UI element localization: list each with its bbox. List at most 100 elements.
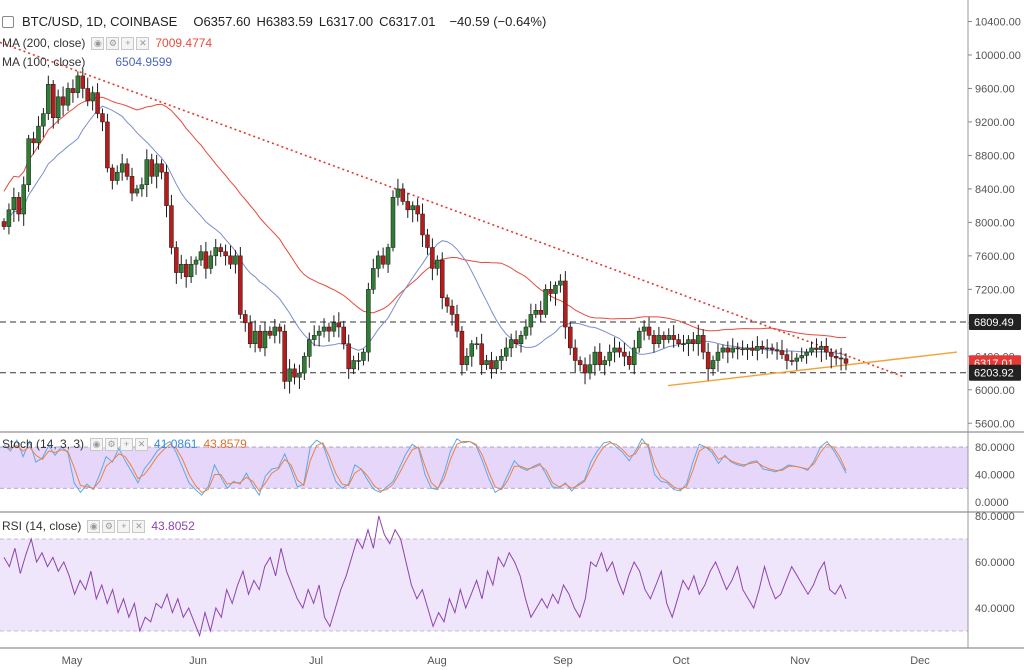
price-tick-label: 8400.00 [975, 184, 1015, 196]
candle-body [366, 289, 371, 353]
candle-body [16, 197, 22, 215]
candle-body [592, 351, 598, 365]
candle-body [46, 84, 51, 114]
collapse-icon[interactable] [2, 15, 14, 28]
add-icon[interactable]: + [121, 36, 135, 50]
rsi-label: RSI (14, close) [2, 519, 82, 533]
candle-body [553, 284, 558, 294]
candle-body [789, 360, 795, 362]
price-tick-label: 7200.00 [975, 284, 1015, 296]
candle-body [351, 360, 356, 370]
candle-body [110, 167, 115, 181]
candle-body [311, 335, 317, 340]
candle-body [257, 330, 263, 349]
time-tick-label: Dec [910, 655, 930, 667]
resistance-trendline [0, 41, 906, 378]
candle-body [430, 247, 435, 269]
candle-body [361, 351, 366, 361]
candle-body [144, 159, 150, 185]
candle-body [65, 88, 71, 106]
candle-body [375, 255, 381, 269]
stoch-legend[interactable]: Stoch (14, 3, 3) ◉ ⚙ + ✕ 41.0861 43.8579 [2, 437, 247, 451]
candle-body [494, 360, 499, 370]
candle-body [794, 357, 800, 362]
ma100-legend[interactable]: MA (100, close) 6504.9599 [2, 55, 172, 69]
candle-body [597, 351, 603, 365]
candle-body [31, 138, 36, 144]
candle-body [686, 339, 691, 344]
ma200-legend[interactable]: MA (200, close) ◉ ⚙ + ✕ 7009.4774 [2, 36, 212, 50]
candle-body [582, 364, 588, 374]
candle-body [228, 255, 233, 265]
candle-body [705, 351, 711, 370]
candle-body [252, 330, 258, 344]
settings-icon[interactable]: ⚙ [106, 36, 120, 50]
close-icon[interactable]: ✕ [132, 519, 146, 533]
candle-body [208, 255, 214, 269]
price-tick-label: 8800.00 [975, 150, 1015, 162]
eye-icon[interactable]: ◉ [91, 36, 105, 50]
close-icon[interactable]: ✕ [135, 437, 149, 451]
candle-body [262, 330, 268, 349]
rsi-band [0, 539, 968, 631]
candle-body [508, 339, 514, 349]
candle-body [715, 351, 721, 361]
candle-body [828, 351, 834, 357]
candle-body [307, 339, 312, 357]
candle-body [824, 346, 829, 353]
candle-body [1, 221, 7, 227]
time-tick-label: Aug [427, 655, 447, 667]
stoch-d-value: 43.8579 [203, 437, 247, 451]
candle-body [838, 357, 844, 360]
symbol-legend: BTC/USD, 1D, COINBASE O6357.60 H6383.59 … [2, 14, 546, 29]
time-tick-label: Sep [553, 655, 573, 667]
close-icon[interactable]: ✕ [136, 36, 150, 50]
stoch-band [0, 447, 968, 489]
candle-body [26, 138, 31, 185]
ma200-line [3, 96, 847, 339]
candle-body [149, 159, 154, 177]
rsi-value: 43.8052 [151, 519, 195, 533]
stoch-d-line [3, 441, 847, 494]
settings-icon[interactable]: ⚙ [105, 437, 119, 451]
candle-body [587, 364, 593, 374]
candle-body [11, 197, 17, 211]
candle-body [543, 289, 548, 315]
candle-body [755, 346, 760, 351]
candle-body [75, 75, 81, 93]
price-tick-label: 6000.00 [975, 385, 1015, 397]
candle-body [50, 84, 56, 119]
candle-body [356, 360, 361, 362]
price-tick-label: 8000.00 [975, 217, 1015, 229]
add-icon[interactable]: + [120, 437, 134, 451]
price-label-box [969, 364, 1021, 381]
candle-body [410, 205, 415, 211]
rsi-legend[interactable]: RSI (14, close) ◉ ⚙ + ✕ 43.8052 [2, 519, 195, 533]
candle-body [371, 268, 376, 290]
candle-body [213, 247, 218, 257]
candle-body [6, 209, 12, 227]
candle-body [464, 356, 470, 365]
time-tick-label: Jul [309, 655, 323, 667]
candle-body [764, 347, 770, 350]
candle-body [385, 247, 391, 265]
candle-body [154, 163, 159, 177]
settings-icon[interactable]: ⚙ [102, 519, 116, 533]
candle-body [282, 330, 287, 382]
candle-body [700, 335, 706, 353]
stoch-label: Stoch (14, 3, 3) [2, 437, 85, 451]
eye-icon[interactable]: ◉ [87, 519, 101, 533]
candle-body [627, 356, 632, 365]
eye-icon[interactable]: ◉ [90, 437, 104, 451]
candle-body [735, 347, 740, 350]
candle-body [538, 310, 543, 315]
candle-body [814, 347, 819, 350]
candle-body [183, 263, 189, 278]
candle-body [563, 280, 568, 328]
candle-body [730, 347, 735, 353]
candle-body [750, 347, 755, 351]
add-icon[interactable]: + [117, 519, 131, 533]
candle-body [528, 314, 534, 328]
candle-body [292, 368, 297, 378]
